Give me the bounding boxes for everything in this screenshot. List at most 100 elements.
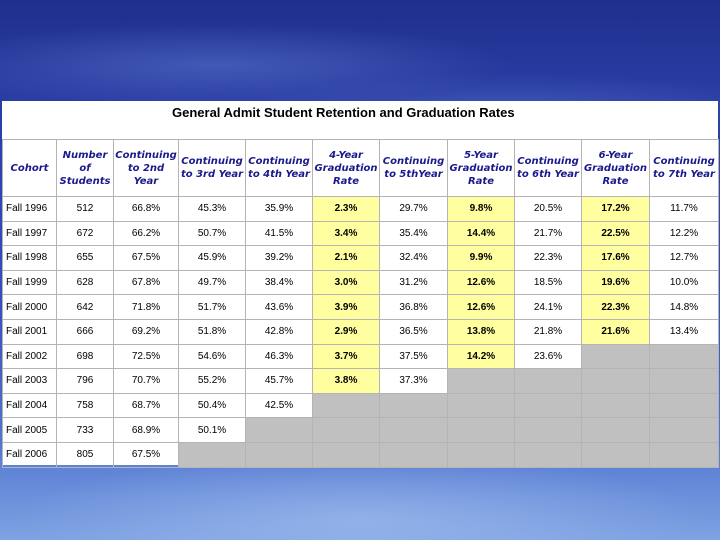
empty-cell: [581, 368, 650, 394]
header-row: Cohort Number of Students Continuing to 2n…: [2, 139, 719, 197]
table-row: Fall 2004 758 68.7% 50.4% 42.5%: [2, 392, 719, 419]
table-cell: 9.8%: [447, 196, 515, 222]
empty-cell: [581, 343, 650, 370]
cohort-cell: Fall 2001: [2, 318, 57, 345]
empty-cell: [514, 368, 582, 394]
table-row: Fall 2005 733 68.9% 50.1%: [2, 417, 719, 443]
table-cell: 42.8%: [245, 318, 313, 345]
table-cell: 13.4%: [649, 318, 719, 345]
table-cell: 23.6%: [514, 343, 582, 370]
table-cell: 29.7%: [379, 196, 448, 222]
table-cell: 10.0%: [649, 269, 719, 296]
table-cell: 72.5%: [113, 343, 179, 370]
table-cell: 758: [56, 392, 114, 419]
empty-cell: [649, 441, 719, 468]
table-cell: 3.4%: [312, 220, 380, 247]
cohort-cell: Fall 2002: [2, 343, 57, 370]
table-cell: 19.6%: [581, 269, 650, 296]
cohort-cell: Fall 2003: [2, 368, 57, 394]
empty-cell: [447, 417, 515, 443]
table-row: Fall 2002 698 72.5% 54.6% 46.3% 3.7% 37.5% 14.2…: [2, 343, 719, 370]
empty-cell: [379, 441, 448, 468]
table-cell: 45.3%: [178, 196, 246, 222]
table-cell: 50.7%: [178, 220, 246, 247]
table-cell: 46.3%: [245, 343, 313, 370]
column-header: Continuing to 2nd Year: [113, 139, 179, 197]
table-body: Fall 1996 512 66.8% 45.3% 35.9% 2.3% 29.7% 9.8%…: [2, 196, 719, 468]
table-cell: 22.3%: [581, 294, 650, 320]
cohort-cell: Fall 1999: [2, 269, 57, 296]
cohort-cell: Fall 2004: [2, 392, 57, 419]
empty-cell: [312, 417, 380, 443]
cohort-cell: Fall 1996: [2, 196, 57, 222]
table-row: Fall 2000 642 71.8% 51.7% 43.6% 3.9% 36.8% 12.6…: [2, 294, 719, 320]
empty-cell: [245, 441, 313, 468]
empty-cell: [447, 441, 515, 468]
table-cell: 66.8%: [113, 196, 179, 222]
table-cell: 2.9%: [312, 318, 380, 345]
table-cell: 3.0%: [312, 269, 380, 296]
table-cell: 21.6%: [581, 318, 650, 345]
empty-cell: [581, 441, 650, 468]
table-cell: 796: [56, 368, 114, 394]
empty-cell: [178, 441, 246, 468]
table-cell: 50.1%: [178, 417, 246, 443]
empty-cell: [649, 417, 719, 443]
table-cell: 50.4%: [178, 392, 246, 419]
table-cell: 672: [56, 220, 114, 247]
empty-cell: [514, 392, 582, 419]
table-cell: 21.8%: [514, 318, 582, 345]
table-cell: 17.2%: [581, 196, 650, 222]
table-cell: 68.9%: [113, 417, 179, 443]
table-cell: 14.4%: [447, 220, 515, 247]
column-header: Continuing to 6th Year: [514, 139, 582, 197]
table-cell: 69.2%: [113, 318, 179, 345]
cohort-cell: Fall 1997: [2, 220, 57, 247]
table-row: Fall 1998 655 67.5% 45.9% 39.2% 2.1% 32.4% 9.9%…: [2, 245, 719, 271]
table-cell: 698: [56, 343, 114, 370]
cohort-cell: Fall 2005: [2, 417, 57, 443]
table-row: Fall 2001 666 69.2% 51.8% 42.8% 2.9% 36.5% 13.8…: [2, 318, 719, 345]
empty-cell: [514, 441, 582, 468]
table-cell: 55.2%: [178, 368, 246, 394]
empty-cell: [649, 368, 719, 394]
table-cell: 628: [56, 269, 114, 296]
empty-cell: [312, 441, 380, 468]
table-cell: 45.9%: [178, 245, 246, 271]
table-cell: 17.6%: [581, 245, 650, 271]
table-cell: 20.5%: [514, 196, 582, 222]
table-cell: 70.7%: [113, 368, 179, 394]
table-row: Fall 1997 672 66.2% 50.7% 41.5% 3.4% 35.4% 14.4…: [2, 220, 719, 247]
table-cell: 39.2%: [245, 245, 313, 271]
table-cell: 42.5%: [245, 392, 313, 419]
column-header: Continuing to 5thYear: [379, 139, 448, 197]
table-row: Fall 1999 628 67.8% 49.7% 38.4% 3.0% 31.2% 12.6…: [2, 269, 719, 296]
table-cell: 3.9%: [312, 294, 380, 320]
table-cell: 71.8%: [113, 294, 179, 320]
table-cell: 36.8%: [379, 294, 448, 320]
table-cell: 21.7%: [514, 220, 582, 247]
table-title: General Admit Student Retention and Grad…: [172, 105, 515, 120]
column-header: Continuing to 7th Year: [649, 139, 719, 197]
column-header: 5-Year Graduation Rate: [447, 139, 515, 197]
table-cell: 655: [56, 245, 114, 271]
table-cell: 45.7%: [245, 368, 313, 394]
empty-cell: [447, 392, 515, 419]
empty-cell: [649, 343, 719, 370]
table-cell: 9.9%: [447, 245, 515, 271]
table-cell: 54.6%: [178, 343, 246, 370]
table-cell: 37.3%: [379, 368, 448, 394]
table-cell: 12.7%: [649, 245, 719, 271]
cohort-cell: Fall 2006: [2, 441, 57, 468]
empty-cell: [514, 417, 582, 443]
table-cell: 66.2%: [113, 220, 179, 247]
table-cell: 51.8%: [178, 318, 246, 345]
title-row: General Admit Student Retention and Grad…: [2, 101, 718, 140]
empty-cell: [379, 417, 448, 443]
table-cell: 35.4%: [379, 220, 448, 247]
table-cell: 13.8%: [447, 318, 515, 345]
table-cell: 2.1%: [312, 245, 380, 271]
table-cell: 51.7%: [178, 294, 246, 320]
table-row: Fall 2003 796 70.7% 55.2% 45.7% 3.8% 37.3%: [2, 368, 719, 394]
column-header: Cohort: [2, 139, 57, 197]
